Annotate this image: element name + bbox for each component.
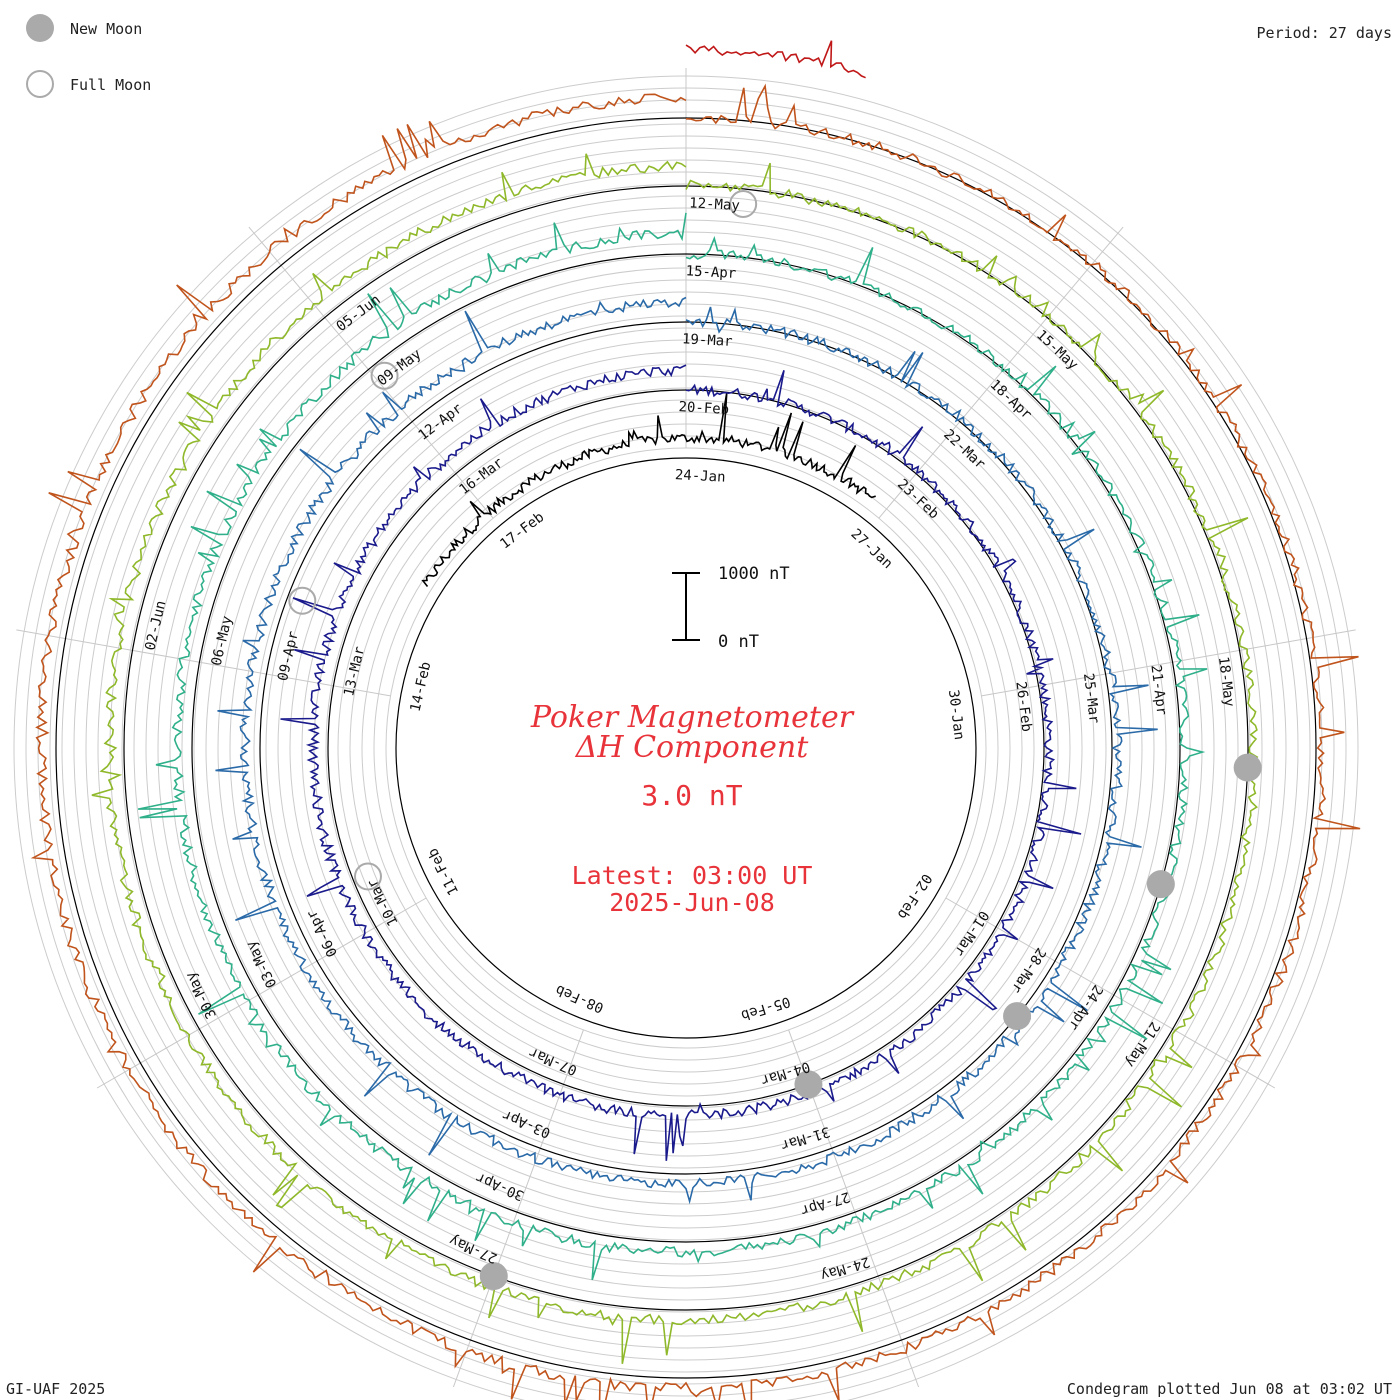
date-label: 01-Mar (951, 908, 992, 959)
date-label: 24-Apr (1065, 982, 1106, 1033)
current-value: 3.0 nT (641, 779, 742, 812)
date-label: 14-Feb (408, 660, 435, 713)
rotation-baseline (123, 185, 1249, 1311)
moon-markers (288, 189, 1262, 1291)
scale-bar: 1000 nT 0 nT (672, 564, 790, 652)
latest-date: 2025-Jun-08 (609, 888, 775, 917)
chart-subtitle: ΔH Component (575, 730, 809, 765)
legend-new-moon-label: New Moon (70, 20, 143, 38)
rotation-baseline (395, 457, 977, 1039)
date-label: 26-Feb (1012, 681, 1034, 733)
polar-grid (13, 68, 1359, 1400)
new-moon-marker (1003, 1002, 1032, 1031)
grid-spoke (452, 1029, 584, 1388)
new-moon-marker (1233, 753, 1262, 782)
date-label: 05-Jun (334, 292, 384, 335)
date-label: 20-Feb (678, 399, 729, 418)
date-label: 31-Mar (779, 1123, 832, 1153)
scale-bottom-label: 0 nT (718, 632, 759, 652)
date-label: 15-May (1033, 327, 1081, 373)
date-label: 23-Feb (894, 476, 942, 522)
date-label: 17-Feb (497, 509, 547, 552)
date-label: 02-Jun (142, 599, 169, 652)
new-moon-marker (794, 1070, 823, 1099)
grid-spoke (878, 226, 1124, 519)
date-label: 11-Feb (425, 845, 462, 897)
date-label: 19-Mar (682, 331, 733, 350)
date-label: 30-Jan (945, 689, 967, 741)
full-moon-marker (370, 361, 399, 390)
grid-spoke (945, 897, 1276, 1089)
series-trace (91, 153, 1259, 1364)
period-label: Period: 27 days (1256, 24, 1392, 42)
date-label: 18-Apr (987, 377, 1035, 423)
date-label: 21-May (1122, 1019, 1163, 1070)
date-label: 09-May (374, 346, 424, 389)
scale-top-label: 1000 nT (718, 564, 790, 584)
rotation-baseline (55, 117, 1317, 1379)
date-label: 24-May (819, 1253, 872, 1283)
full-moon-marker (288, 586, 317, 615)
rotation-baseline (327, 389, 1045, 1107)
date-label: 24-Jan (675, 467, 726, 486)
series-trace (685, 40, 866, 79)
plotted-timestamp: Condegram plotted Jun 08 at 03:02 UT (1066, 1380, 1392, 1398)
date-label: 13-Mar (341, 645, 368, 698)
series-trace (421, 392, 876, 587)
new-moon-icon (26, 14, 54, 42)
rotation-baseline (191, 253, 1181, 1243)
latest-time: Latest: 03:00 UT (572, 861, 813, 890)
series-trace (137, 212, 1208, 1281)
date-label: 25-Mar (1080, 672, 1102, 724)
date-label: 12-May (689, 195, 740, 214)
date-label: 02-Feb (894, 871, 935, 922)
date-label: 21-Apr (1147, 664, 1169, 716)
full-moon-icon (26, 70, 54, 98)
grid-spoke (16, 629, 391, 697)
series-trace (215, 296, 1158, 1205)
date-label: 05-Feb (739, 993, 792, 1023)
data-traces (30, 40, 1361, 1400)
grid-spoke (96, 897, 427, 1089)
new-moon-marker (1146, 870, 1175, 899)
date-label: 09-Apr (275, 630, 302, 683)
date-label: 16-Mar (456, 455, 506, 498)
full-moon-marker (353, 862, 382, 891)
date-label: 15-Apr (685, 263, 736, 282)
new-moon-marker (479, 1262, 508, 1291)
full-moon-marker (729, 189, 758, 218)
date-label: 18-May (1215, 656, 1237, 708)
date-label: 27-Jan (848, 526, 896, 572)
credit-label: GI-UAF 2025 (6, 1380, 106, 1398)
date-label: 06-May (209, 614, 236, 667)
chart-title: Poker Magnetometer (530, 700, 855, 735)
series-trace (30, 83, 1361, 1400)
legend-full-moon-label: Full Moon (70, 76, 152, 94)
series-trace (280, 364, 1082, 1161)
